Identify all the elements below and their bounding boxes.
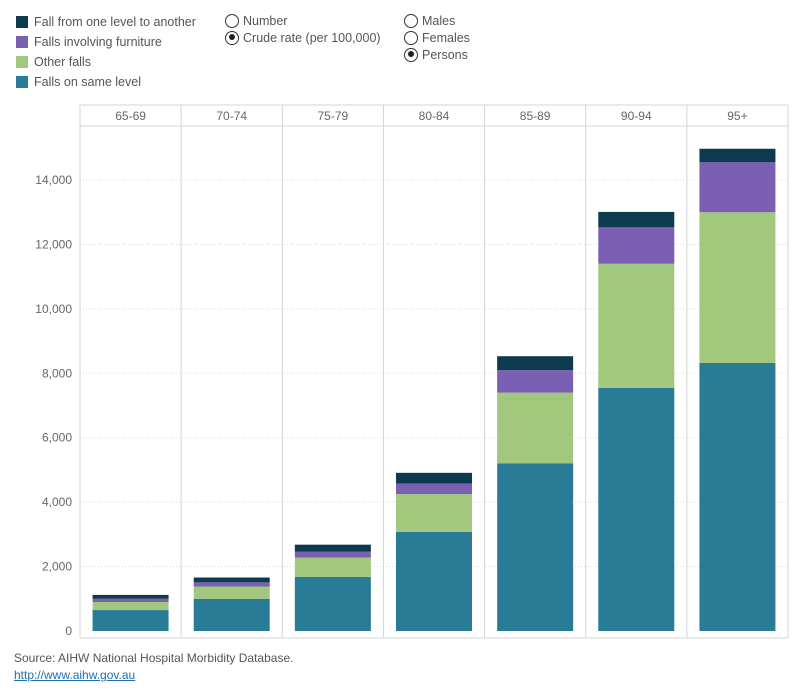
bar-segment xyxy=(497,356,574,371)
radio-button-icon[interactable] xyxy=(404,13,418,28)
bar-segment xyxy=(193,586,270,599)
radio-number[interactable]: Number xyxy=(225,12,381,29)
bar-segment xyxy=(294,551,371,558)
radio-label[interactable]: Crude rate (per 100,000) xyxy=(243,30,381,45)
bar-segment xyxy=(294,557,371,577)
bar-segment xyxy=(598,211,675,228)
legend-swatch xyxy=(16,76,28,88)
radio-button-selected-icon[interactable] xyxy=(404,47,418,62)
category-label: 85-89 xyxy=(520,109,551,123)
legend-label: Falls involving furniture xyxy=(34,35,162,49)
bar-segment xyxy=(294,576,371,631)
category-label: 80-84 xyxy=(419,109,450,123)
source-note: Source: AIHW National Hospital Morbidity… xyxy=(14,650,293,684)
radio-females[interactable]: Females xyxy=(404,29,470,46)
y-tick-label: 2,000 xyxy=(42,560,72,574)
bar-segment xyxy=(193,582,270,587)
bar-segment xyxy=(598,263,675,388)
radio-button-selected-icon[interactable] xyxy=(225,30,239,45)
bar-segment xyxy=(396,472,472,484)
y-tick-label: 12,000 xyxy=(35,237,72,251)
category-label: 95+ xyxy=(727,109,747,123)
legend-item-fall-from-level: Fall from one level to another xyxy=(16,12,196,32)
legend-item-furniture: Falls involving furniture xyxy=(16,32,196,52)
bar-segment xyxy=(699,162,776,213)
bar-segment xyxy=(396,494,472,532)
bar-segment xyxy=(598,387,675,631)
y-tick-label: 0 xyxy=(65,624,72,638)
radio-label[interactable]: Males xyxy=(422,13,456,28)
y-tick-label: 10,000 xyxy=(35,302,72,316)
bar-segment xyxy=(396,483,472,495)
radio-label[interactable]: Persons xyxy=(422,47,468,62)
bar-segment xyxy=(699,362,776,631)
legend-swatch xyxy=(16,56,28,68)
sex-toggle: Males Females Persons xyxy=(404,12,470,63)
legend-item-same-level: Falls on same level xyxy=(16,72,196,92)
category-label: 90-94 xyxy=(621,109,652,123)
legend-item-other-falls: Other falls xyxy=(16,52,196,72)
radio-button-icon[interactable] xyxy=(225,13,239,28)
category-label: 65-69 xyxy=(115,109,146,123)
bar-segment xyxy=(294,544,371,552)
category-label: 75-79 xyxy=(318,109,349,123)
bar-segment xyxy=(497,392,574,464)
radio-males[interactable]: Males xyxy=(404,12,470,29)
source-text: Source: AIHW National Hospital Morbidity… xyxy=(14,651,294,665)
legend: Fall from one level to another Falls inv… xyxy=(16,12,196,92)
legend-swatch xyxy=(16,16,28,28)
radio-persons[interactable]: Persons xyxy=(404,46,470,63)
bar-segment xyxy=(193,598,270,631)
bar-segment xyxy=(92,594,169,599)
radio-crude-rate[interactable]: Crude rate (per 100,000) xyxy=(225,29,381,46)
bar-segment xyxy=(497,463,574,631)
category-label: 70-74 xyxy=(216,109,247,123)
radio-button-icon[interactable] xyxy=(404,30,418,45)
bar-segment xyxy=(497,370,574,393)
source-link[interactable]: http://www.aihw.gov.au xyxy=(14,668,136,682)
bar-segment xyxy=(699,148,776,163)
bar-segment xyxy=(598,227,675,264)
legend-label: Fall from one level to another xyxy=(34,15,196,29)
y-tick-label: 4,000 xyxy=(42,495,72,509)
bar-segment xyxy=(92,610,169,631)
radio-label[interactable]: Females xyxy=(422,30,470,45)
measure-toggle: Number Crude rate (per 100,000) xyxy=(225,12,381,46)
y-tick-label: 14,000 xyxy=(35,173,72,187)
radio-label[interactable]: Number xyxy=(243,13,288,28)
bar-segment xyxy=(92,598,169,603)
bar-segment xyxy=(699,212,776,363)
legend-label: Other falls xyxy=(34,55,91,69)
bar-segment xyxy=(92,602,169,611)
legend-label: Falls on same level xyxy=(34,75,141,89)
y-tick-label: 8,000 xyxy=(42,366,72,380)
y-tick-label: 6,000 xyxy=(42,431,72,445)
legend-swatch xyxy=(16,36,28,48)
bar-segment xyxy=(396,531,472,631)
bar-segment xyxy=(193,577,270,583)
